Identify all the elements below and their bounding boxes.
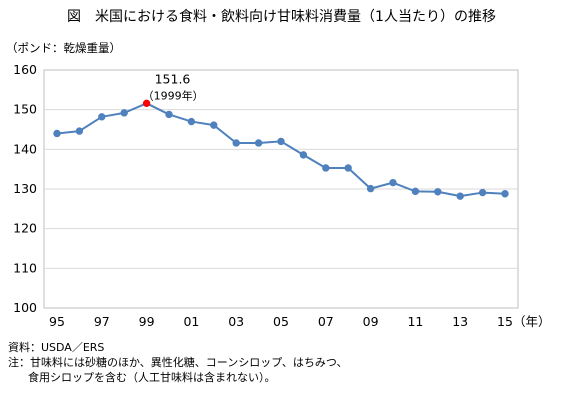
x-tick-label: 11 bbox=[407, 314, 423, 329]
data-point bbox=[456, 192, 464, 200]
y-tick-label: 160 bbox=[13, 62, 37, 77]
data-point bbox=[210, 121, 218, 129]
x-tick-label: 01 bbox=[183, 314, 199, 329]
footnote-line-2: 食用シロップを含む（人工甘味料は含まれない）。 bbox=[28, 371, 276, 384]
x-tick-label: 05 bbox=[273, 314, 289, 329]
source-note: 資料：USDA／ERS bbox=[8, 341, 105, 354]
data-point bbox=[411, 187, 420, 196]
data-point bbox=[75, 127, 84, 135]
y-tick-label: 110 bbox=[13, 260, 37, 275]
x-axis-unit-label: （年） bbox=[513, 314, 551, 329]
data-point bbox=[366, 184, 375, 193]
data-point bbox=[344, 164, 352, 172]
data-point bbox=[277, 137, 285, 146]
y-axis-unit-label: （ポンド：乾燥重量） bbox=[6, 41, 121, 55]
y-tick-label: 140 bbox=[13, 141, 37, 156]
data-point bbox=[389, 178, 397, 187]
y-tick-label: 120 bbox=[13, 221, 37, 236]
data-point bbox=[254, 139, 263, 147]
x-tick-label: 99 bbox=[139, 314, 155, 329]
x-tick-label: 15 bbox=[497, 314, 513, 329]
x-tick-label: 97 bbox=[94, 314, 110, 329]
data-point bbox=[187, 117, 196, 126]
chart-notes: 資料：USDA／ERS 注：甘味料には砂糖のほか、異性化糖、コーンシロップ、はち… bbox=[8, 340, 347, 385]
data-point bbox=[120, 109, 128, 117]
data-point bbox=[478, 188, 487, 197]
highlight-value-label: 151.6 bbox=[155, 71, 191, 86]
footnote-line-1: 注：甘味料には砂糖のほか、異性化糖、コーンシロップ、はちみつ、 bbox=[8, 356, 348, 369]
data-point bbox=[322, 164, 330, 172]
data-point bbox=[501, 190, 509, 198]
y-tick-label: 100 bbox=[13, 300, 37, 315]
data-point bbox=[98, 113, 106, 121]
x-tick-label: 95 bbox=[49, 314, 65, 329]
y-tick-label: 130 bbox=[13, 181, 37, 196]
y-tick-label: 150 bbox=[13, 102, 37, 117]
x-tick-label: 07 bbox=[318, 314, 334, 329]
data-point bbox=[165, 110, 173, 119]
highlight-year-label: （1999年） bbox=[143, 88, 204, 102]
data-point bbox=[299, 151, 308, 159]
x-tick-label: 03 bbox=[228, 314, 244, 329]
data-point bbox=[434, 188, 442, 196]
data-point bbox=[53, 129, 61, 138]
data-point bbox=[232, 139, 240, 147]
highlight-point bbox=[142, 99, 151, 108]
chart-title: 図 米国における食料・飲料向け甘味料消費量（1人当たり）の推移 bbox=[67, 9, 496, 25]
x-tick-label: 13 bbox=[452, 314, 468, 329]
x-tick-label: 09 bbox=[363, 314, 379, 329]
